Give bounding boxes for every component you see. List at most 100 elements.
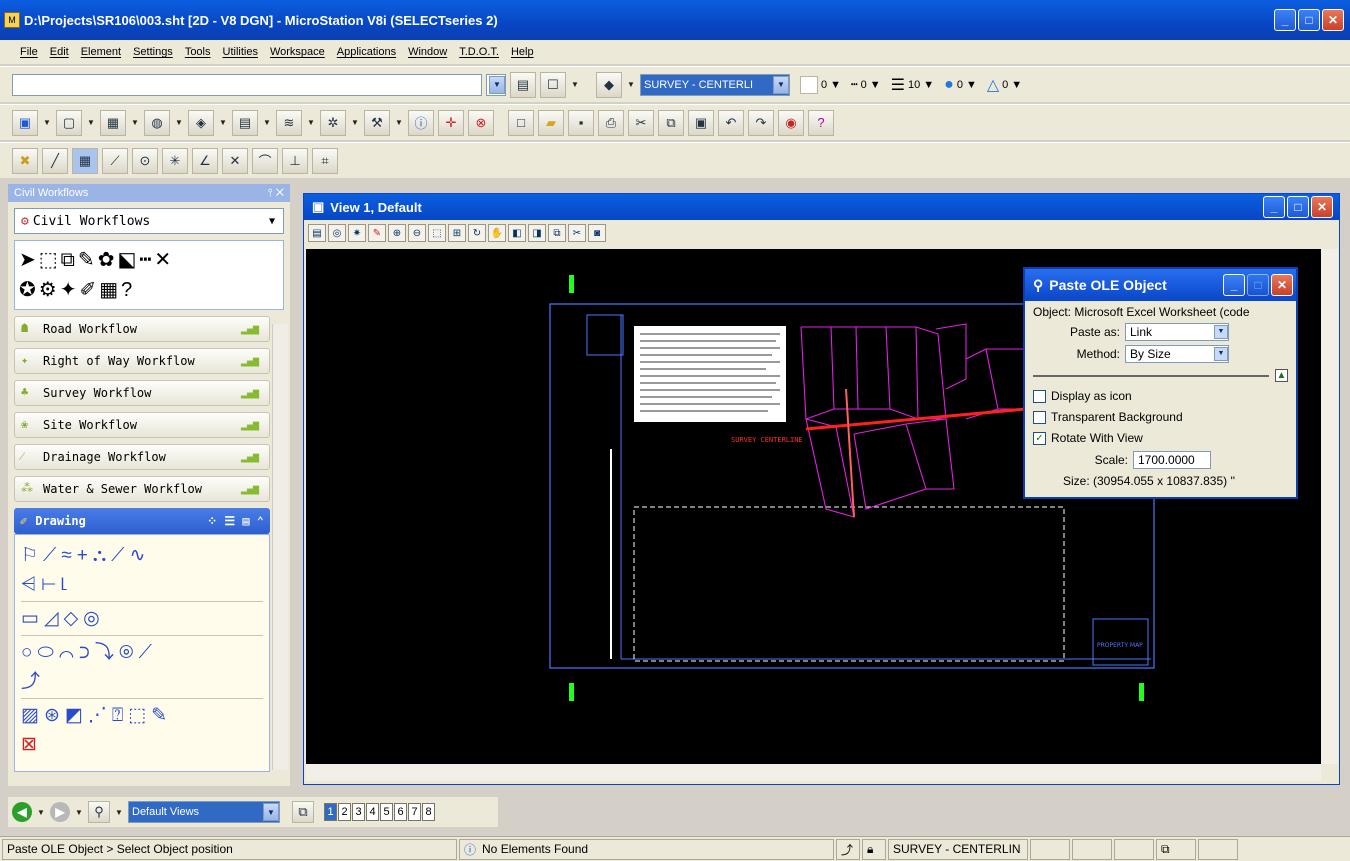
manipulate-icon[interactable]: ▦ (100, 109, 126, 136)
chevron-down-icon[interactable]: ▼ (87, 118, 95, 127)
chevron-down-icon[interactable]: ▼ (395, 118, 403, 127)
chevron-down-icon[interactable]: ▼ (219, 118, 227, 127)
keyin-field[interactable] (12, 73, 482, 96)
menu-settings[interactable]: Settings (133, 46, 173, 58)
workflow-road[interactable]: ☗ Road Workflow ▂▄▆ (14, 316, 270, 342)
transparent-background-checkbox[interactable]: Transparent Background (1033, 410, 1288, 424)
chevron-down-icon[interactable]: ▼ (43, 118, 51, 127)
drawing-tools[interactable]: ⚐⟋≈+⛬⟋∿ ⩤⊢⌊ ▭◿◇◎ ○⬭⌒⊃⤵⊚⟋ ⤴ ▨⊛◩⋰⍰⬚✎ ⊠ (14, 534, 270, 772)
camera-icon[interactable]: ◙ (588, 224, 606, 242)
perpendicular-snap-icon[interactable]: ⊥ (282, 147, 308, 174)
workflow-water-sewer[interactable]: ⁂ Water & Sewer Workflow ▂▄▆ (14, 476, 270, 502)
bisector-snap-icon[interactable]: ∠ (192, 147, 218, 174)
line-weight-icon[interactable]: ☰ (890, 76, 905, 94)
print-icon[interactable]: ⎙ (598, 109, 624, 136)
snaps-icon[interactable]: ✲ (320, 109, 346, 136)
levels-icon[interactable]: ≋ (276, 109, 302, 136)
method-select[interactable]: By Size ▼ (1125, 345, 1229, 363)
pan-icon[interactable]: ✋ (488, 224, 506, 242)
view-6-button[interactable]: 6 (394, 803, 407, 821)
clip-icon[interactable]: ✂ (568, 224, 586, 242)
priority-icon[interactable]: △ (986, 76, 1000, 94)
view-1-button[interactable]: 1 (324, 803, 337, 821)
rotate-icon[interactable]: ↻ (468, 224, 486, 242)
paste-as-select[interactable]: Link ▼ (1125, 323, 1229, 341)
chevron-down-icon[interactable]: ▼ (1011, 78, 1023, 91)
view-groups-manager-icon[interactable]: ⧉ (292, 801, 314, 823)
back-icon[interactable]: ◀ (12, 802, 32, 822)
view-close-button[interactable]: ✕ (1311, 196, 1333, 218)
menu-applications[interactable]: Applications (336, 46, 397, 58)
view-4-button[interactable]: 4 (366, 803, 379, 821)
view-maximize-button[interactable]: □ (1287, 196, 1309, 218)
chevron-down-icon[interactable]: ▼ (965, 78, 977, 91)
measure-icon[interactable]: ⚒ (364, 109, 390, 136)
dialog-minimize-button[interactable]: _ (1223, 274, 1245, 296)
intersection-snap-icon[interactable]: ✕ (222, 147, 248, 174)
common-tools[interactable]: ➤⬚⧉✎✿⬕┅✕ ✪⚙✦✐▦? (14, 240, 284, 310)
menu-tdot[interactable]: T.D.O.T. (459, 46, 499, 58)
workflow-survey[interactable]: ♣ Survey Workflow ▂▄▆ (14, 380, 270, 406)
chevron-down-icon[interactable]: ▼ (923, 78, 935, 91)
rotate-with-view-checkbox[interactable]: ✓ Rotate With View (1033, 431, 1288, 445)
chevron-down-icon[interactable]: ▼ (571, 80, 579, 89)
dialog-close-button[interactable]: ✕ (1271, 274, 1293, 296)
menu-element[interactable]: Element (80, 46, 122, 58)
close-button[interactable]: ✕ (1322, 9, 1344, 31)
view-mode-icons[interactable]: ⁘ ☰ ▤ ⌃ (207, 514, 264, 528)
chevron-down-icon[interactable]: ▼ (307, 118, 315, 127)
zoom-in-icon[interactable]: ⊕ (388, 224, 406, 242)
new-file-icon[interactable]: □ (508, 109, 534, 136)
undo-icon[interactable]: ↶ (718, 109, 744, 136)
through-point-snap-icon[interactable]: ⌗ (312, 147, 338, 174)
view-7-button[interactable]: 7 (408, 803, 421, 821)
fence-icon[interactable]: ▢ (56, 109, 82, 136)
update-icon[interactable]: ✎ (368, 224, 386, 242)
chevron-down-icon[interactable]: ▼ (115, 807, 123, 817)
accudraw-icon[interactable]: ✛ (438, 109, 464, 136)
collapse-icon[interactable]: ▲ (1275, 369, 1288, 382)
panel-scrollbar[interactable] (272, 324, 288, 770)
display-as-icon-checkbox[interactable]: Display as icon (1033, 389, 1288, 403)
groups-icon[interactable]: ◈ (188, 109, 214, 136)
chevron-down-icon[interactable]: ▼ (37, 807, 45, 817)
origin-snap-icon[interactable]: ✳ (162, 147, 188, 174)
modify-icon[interactable]: ◍ (144, 109, 170, 136)
menu-utilities[interactable]: Utilities (222, 46, 258, 58)
view-2-button[interactable]: 2 (338, 803, 351, 821)
copy-icon[interactable]: ⧉ (658, 109, 684, 136)
redo-icon[interactable]: ↷ (748, 109, 774, 136)
view-horizontal-scrollbar[interactable] (306, 764, 1321, 781)
shading-icon[interactable]: ✷ (348, 224, 366, 242)
help-icon[interactable]: ? (808, 109, 834, 136)
menu-workspace[interactable]: Workspace (269, 46, 325, 58)
element-selection-icon[interactable]: ▣ (12, 109, 38, 136)
keypoint-snap-icon[interactable]: ▦ (72, 147, 98, 174)
view-attributes-icon[interactable]: ▤ (308, 224, 326, 242)
drawing-task-header[interactable]: ✐ Drawing ⁘ ☰ ▤ ⌃ (14, 508, 270, 534)
keyin-dropdown[interactable]: ▼ (486, 73, 506, 96)
view-previous-icon[interactable]: ◧ (508, 224, 526, 242)
drawing-icon[interactable]: ▤ (232, 109, 258, 136)
center-snap-icon[interactable]: ⊙ (132, 147, 158, 174)
chevron-down-icon[interactable]: ▼ (869, 78, 881, 91)
chevron-down-icon[interactable]: ▼ (351, 118, 359, 127)
cut-icon[interactable]: ✂ (628, 109, 654, 136)
window-area-icon[interactable]: ⬚ (428, 224, 446, 242)
design-history-icon[interactable]: ⧉ (1156, 838, 1196, 860)
chevron-down-icon[interactable]: ▼ (627, 80, 635, 89)
level-manager-icon[interactable]: ◆ (596, 71, 622, 98)
nearest-snap-icon[interactable]: ╱ (42, 147, 68, 174)
view-group-combo[interactable]: Default Views ▼ (128, 801, 280, 823)
pin-icon[interactable]: ⫯ ✕ (267, 186, 284, 199)
workflow-combo[interactable]: ⚙ Civil Workflows ▼ (14, 208, 284, 234)
view-8-button[interactable]: 8 (422, 803, 435, 821)
level-combo[interactable]: SURVEY - CENTERLI ▼ (640, 73, 790, 96)
chevron-down-icon[interactable]: ▼ (263, 118, 271, 127)
view-next-icon[interactable]: ◨ (528, 224, 546, 242)
globe-icon[interactable]: ◉ (778, 109, 804, 136)
menu-window[interactable]: Window (408, 46, 448, 58)
info-icon[interactable]: ⓘ (408, 109, 434, 136)
maximize-button[interactable]: □ (1298, 9, 1320, 31)
display-style-icon[interactable]: ◎ (328, 224, 346, 242)
